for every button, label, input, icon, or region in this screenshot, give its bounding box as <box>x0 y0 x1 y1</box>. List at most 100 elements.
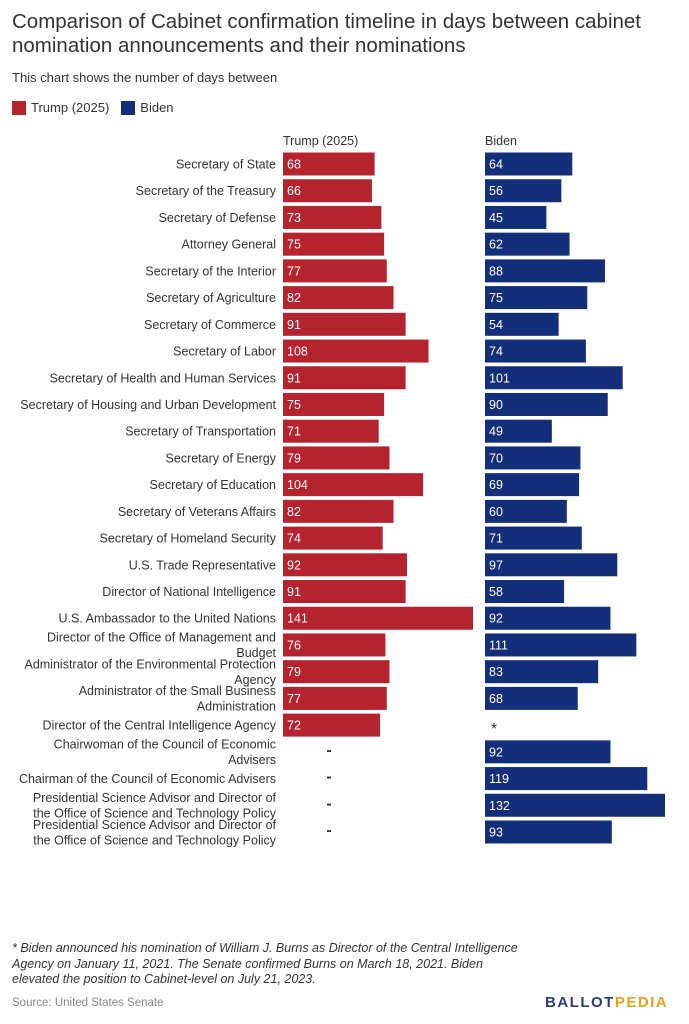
category-label: Secretary of Commerce <box>144 318 276 332</box>
data-label-trump: 91 <box>287 371 301 385</box>
bar-biden <box>485 152 573 176</box>
data-label-biden: 90 <box>489 398 503 412</box>
data-label-biden: 101 <box>489 371 510 385</box>
data-label-biden: 119 <box>489 772 509 786</box>
category-label: Secretary of Defense <box>159 211 276 225</box>
data-label-trump: 75 <box>287 398 301 412</box>
data-label-biden: 56 <box>489 184 503 198</box>
category-label: Secretary of Health and Human Services <box>50 371 277 385</box>
bar-trump <box>283 580 406 604</box>
data-label-biden: 92 <box>489 745 503 759</box>
bar-trump <box>283 473 424 497</box>
chart-title: Comparison of Cabinet confirmation timel… <box>12 10 642 57</box>
data-label-biden: 70 <box>489 451 503 465</box>
bar-biden <box>485 473 580 497</box>
bar-biden <box>485 606 611 630</box>
data-label-trump: 71 <box>287 425 301 439</box>
data-label-trump: 92 <box>287 558 301 572</box>
bar-biden <box>485 793 665 817</box>
legend-label-trump: Trump (2025) <box>31 100 110 115</box>
category-label: Secretary of the Interior <box>145 264 276 278</box>
category-label: Secretary of Education <box>150 478 277 492</box>
data-label-trump: 74 <box>287 532 301 546</box>
category-label: U.S. Ambassador to the United Nations <box>59 612 276 626</box>
data-label-biden: 83 <box>489 665 503 679</box>
category-label: Secretary of State <box>176 158 276 172</box>
data-label-biden: 49 <box>489 425 503 439</box>
data-label-biden: 62 <box>489 238 503 252</box>
bar-trump <box>283 232 385 256</box>
data-label-biden: 60 <box>489 505 503 519</box>
bar-biden <box>485 446 581 470</box>
bar-trump <box>283 259 387 283</box>
category-label: Director of National Intelligence <box>102 585 276 599</box>
bar-trump <box>283 179 372 203</box>
ballotpedia-logo: BALLOTPEDIA <box>545 994 669 1011</box>
data-label-biden: 58 <box>489 585 503 599</box>
legend-swatch-trump <box>12 100 26 115</box>
footnote: * Biden announced his nomination of Will… <box>12 941 518 986</box>
category-label: Secretary of Agriculture <box>146 291 276 305</box>
chart-subtitle: This chart shows the number of days betw… <box>12 70 278 85</box>
bar-trump <box>283 526 383 550</box>
bar-biden <box>485 660 599 684</box>
data-label-trump: 82 <box>287 505 301 519</box>
legend-swatch-biden <box>121 100 136 115</box>
bar-biden <box>485 767 648 791</box>
bar-biden <box>485 633 637 657</box>
bar-biden <box>485 499 567 523</box>
data-label-trump: 79 <box>287 451 301 465</box>
data-label-trump: 77 <box>287 692 301 706</box>
data-label-biden: 93 <box>489 826 503 840</box>
bar-trump <box>283 312 406 336</box>
legend-label-biden: Biden <box>140 100 174 115</box>
data-label-trump: 82 <box>287 291 301 305</box>
column-header-biden: Biden <box>485 134 517 148</box>
data-label-trump: 108 <box>287 345 308 359</box>
category-label: Chairman of the Council of Economic Advi… <box>19 772 276 786</box>
category-label: Secretary of Veterans Affairs <box>118 505 276 519</box>
category-label: Presidential Science Advisor and Directo… <box>33 791 277 821</box>
bar-trump <box>283 419 379 443</box>
bar-trump <box>283 713 381 737</box>
bar-trump <box>283 606 473 630</box>
bar-biden <box>485 179 562 203</box>
legend-item-trump: Trump (2025) <box>12 100 109 115</box>
bar-biden <box>485 686 578 710</box>
category-label: Director of the Office of Management and… <box>47 631 277 661</box>
data-label-biden: 54 <box>489 318 503 332</box>
bar-trump <box>283 205 382 229</box>
bar-trump <box>283 446 390 470</box>
bar-chart: Trump (2025) Biden Secretary of State 68 64 S… <box>19 134 665 847</box>
bar-biden <box>485 312 559 336</box>
bar-biden <box>485 553 618 577</box>
data-label-biden: 132 <box>489 799 510 813</box>
source-note: Source: United States Senate <box>12 997 164 1009</box>
data-label-biden: 71 <box>489 532 503 546</box>
bar-trump <box>283 366 406 390</box>
bar-biden <box>485 286 588 310</box>
category-label: Secretary of Transportation <box>125 425 276 439</box>
data-label-biden: 68 <box>489 692 503 706</box>
data-label-trump: 75 <box>287 238 301 252</box>
category-label: Attorney General <box>182 238 277 252</box>
missing-marker-biden: * <box>491 721 497 738</box>
bar-trump <box>283 152 375 176</box>
bar-trump <box>283 339 429 363</box>
category-label: U.S. Trade Representative <box>129 558 276 572</box>
data-label-trump: 76 <box>287 638 301 652</box>
missing-marker-trump: - <box>326 822 331 839</box>
data-label-biden: 97 <box>489 558 503 572</box>
data-label-trump: 79 <box>287 665 301 679</box>
data-label-biden: 74 <box>489 345 503 359</box>
data-label-biden: 64 <box>489 158 503 172</box>
bar-biden <box>485 392 608 416</box>
data-label-trump: 73 <box>287 211 301 225</box>
data-label-trump: 91 <box>287 585 301 599</box>
data-label-trump: 104 <box>287 478 308 492</box>
bar-trump <box>283 633 386 657</box>
category-label: Secretary of Energy <box>166 451 277 465</box>
legend: Trump (2025) Biden <box>12 100 186 115</box>
category-label: Administrator of the Small Business Admin… <box>79 684 276 714</box>
missing-marker-trump: - <box>326 769 331 786</box>
